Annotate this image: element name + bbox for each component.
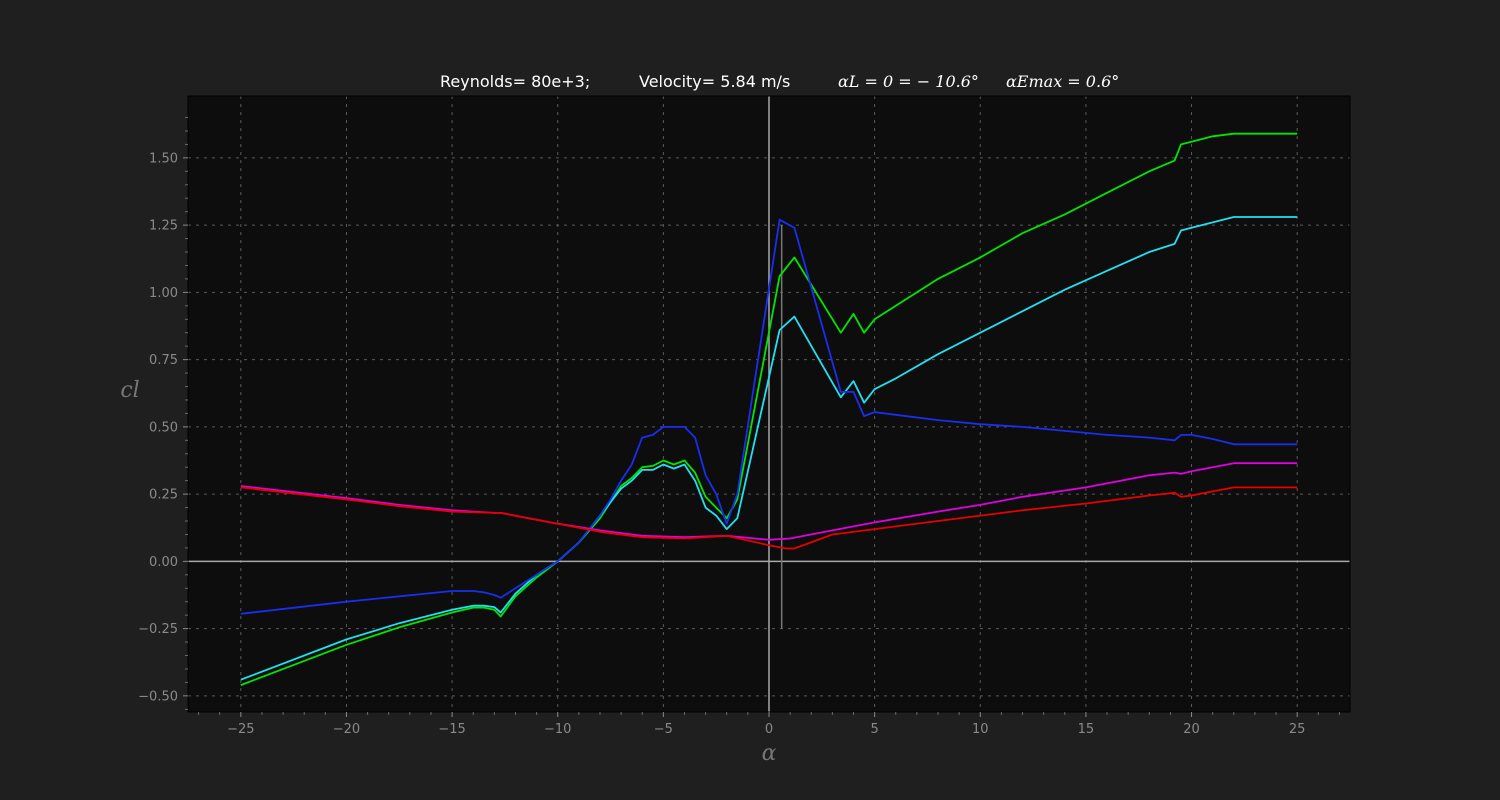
y-tick-label: 1.00: [149, 286, 178, 301]
x-tick-label: −10: [544, 722, 571, 737]
title-velocity: Velocity= 5.84 m/s: [639, 72, 790, 91]
y-tick-label: −0.50: [138, 689, 178, 704]
y-axis-label: cl: [120, 378, 139, 403]
y-tick-label: 1.25: [149, 219, 178, 234]
x-tick-label: 0: [765, 722, 773, 737]
x-tick-label: −20: [333, 722, 360, 737]
reference-lines: [188, 96, 1350, 712]
x-tick-label: −5: [654, 722, 673, 737]
title-reynolds: Reynolds= 80e+3;: [440, 72, 590, 91]
series-group: [240, 132, 1298, 686]
x-axis-label: α: [762, 741, 777, 766]
ticks: −25 −20 −15 −10 −5 0 5 10 15 20 25 −0.50 −0.25 0.00 0.…: [138, 117, 1340, 737]
series-line-2: [240, 216, 1298, 681]
x-tick-label: −25: [227, 722, 254, 737]
x-tick-label: 25: [1289, 722, 1306, 737]
y-tick-label: 1.50: [149, 151, 178, 166]
y-tick-label: −0.25: [138, 622, 178, 637]
x-tick-label: 10: [972, 722, 989, 737]
y-tick-label: 0.25: [149, 488, 178, 503]
x-tick-label: 20: [1183, 722, 1200, 737]
y-tick-label: 0.50: [149, 420, 178, 435]
y-tick-label: 0.00: [149, 555, 178, 570]
title-alpha-l0: αL = 0 = − 10.6°: [838, 72, 979, 91]
title-alpha-emax: αEmax = 0.6°: [1006, 72, 1119, 91]
series-line-1: [240, 132, 1298, 686]
series-line-3: [240, 218, 1298, 615]
x-tick-label: 15: [1078, 722, 1095, 737]
x-tick-label: 5: [870, 722, 878, 737]
series-line-5: [240, 486, 1298, 550]
x-tick-label: −15: [438, 722, 465, 737]
y-tick-label: 0.75: [149, 353, 178, 368]
